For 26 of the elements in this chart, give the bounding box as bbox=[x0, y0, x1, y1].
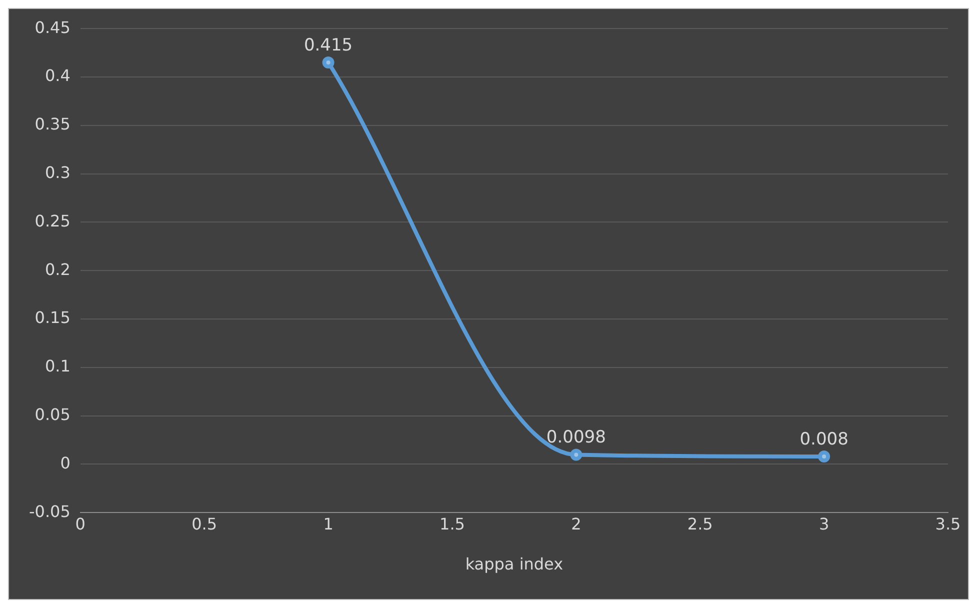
data-label: 0.0098 bbox=[546, 428, 606, 448]
y-tick-label: 0.25 bbox=[34, 211, 70, 230]
point bbox=[322, 56, 334, 68]
y-tick-label: 0.15 bbox=[34, 308, 70, 328]
x-tick-label: 0 bbox=[75, 514, 86, 534]
x-tick-label: 2 bbox=[571, 514, 582, 534]
x-tick-label: 0.5 bbox=[192, 514, 218, 534]
x-tick-label: 1 bbox=[323, 514, 334, 534]
y-tick-label: 0.1 bbox=[44, 356, 70, 376]
y-tick-label: -0.05 bbox=[28, 502, 70, 521]
point bbox=[818, 450, 830, 462]
y-tick-label: 0.35 bbox=[34, 114, 70, 134]
y-tick-label: 0 bbox=[60, 453, 70, 472]
point bbox=[570, 448, 582, 461]
y-tick-label: 0.3 bbox=[44, 162, 70, 182]
x-tick-label: 3.5 bbox=[935, 514, 961, 534]
data-label: 0.008 bbox=[800, 429, 848, 450]
data-label: 0.415 bbox=[304, 35, 353, 56]
x-tick-label: 2.5 bbox=[687, 514, 713, 534]
x-tick-label: 3 bbox=[818, 514, 830, 534]
x-axis-title: kappa index bbox=[465, 554, 564, 574]
y-tick-label: 0.4 bbox=[44, 66, 70, 86]
x-tick-label: 1.5 bbox=[440, 514, 465, 534]
y-tick-label: 0.2 bbox=[44, 260, 70, 279]
y-tick-label: 0.05 bbox=[34, 404, 70, 424]
y-tick-label: 0.45 bbox=[34, 18, 70, 37]
